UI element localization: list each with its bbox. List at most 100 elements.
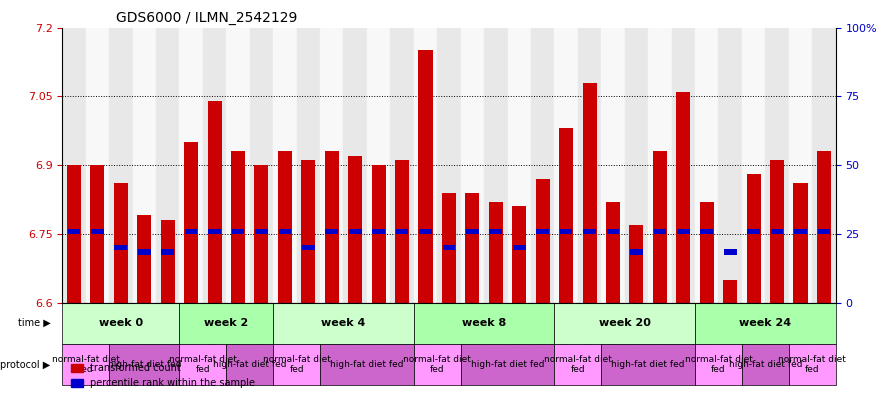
Bar [629,225,644,303]
Bar [161,220,175,303]
Text: high-fat diet fed: high-fat diet fed [108,360,181,369]
Bar [162,250,174,255]
FancyBboxPatch shape [62,303,180,344]
Bar [273,28,297,303]
FancyBboxPatch shape [413,303,555,344]
Bar [770,160,784,303]
Bar [208,229,220,234]
Bar [653,151,667,303]
Bar [513,245,525,250]
Text: normal-fat diet
fed: normal-fat diet fed [404,355,471,374]
Bar [724,250,736,255]
Bar [255,229,268,234]
Bar [185,229,197,234]
Bar [559,129,573,303]
Bar [442,193,456,303]
Bar [396,229,408,234]
FancyBboxPatch shape [62,344,109,385]
Bar [180,28,203,303]
Bar [700,202,714,303]
Text: high-fat diet fed: high-fat diet fed [330,360,404,369]
FancyBboxPatch shape [695,344,742,385]
Bar [578,28,601,303]
Bar [420,229,432,234]
Bar [302,245,315,250]
Text: high-fat diet fed: high-fat diet fed [213,360,286,369]
FancyBboxPatch shape [555,303,695,344]
Bar [606,202,620,303]
Bar [419,50,433,303]
Text: normal-fat diet
fed: normal-fat diet fed [778,355,846,374]
FancyBboxPatch shape [555,344,601,385]
Bar [437,28,461,303]
Bar [648,28,671,303]
Bar [348,229,362,234]
Text: high-fat diet fed: high-fat diet fed [729,360,802,369]
Bar [372,229,385,234]
Bar [372,165,386,303]
Text: normal-fat diet
fed: normal-fat diet fed [169,355,236,374]
FancyBboxPatch shape [789,344,836,385]
Bar [324,151,339,303]
FancyBboxPatch shape [273,344,320,385]
Bar [278,151,292,303]
Bar [114,184,128,303]
Bar [677,92,691,303]
FancyBboxPatch shape [601,344,695,385]
Bar [461,28,485,303]
Bar [85,28,109,303]
Bar [555,28,578,303]
Bar [395,160,409,303]
Bar [443,245,455,250]
Text: high-fat diet fed: high-fat diet fed [471,360,544,369]
Bar [232,229,244,234]
Text: high-fat diet fed: high-fat diet fed [612,360,685,369]
Bar [254,165,268,303]
Bar [301,160,316,303]
Bar [278,229,292,234]
Bar [138,250,150,255]
Bar [794,229,807,234]
Bar [343,28,367,303]
Bar [817,151,831,303]
Bar [68,229,80,234]
Text: week 20: week 20 [599,318,651,328]
Text: normal-fat diet
fed: normal-fat diet fed [262,355,331,374]
Bar [695,28,718,303]
Bar [771,229,783,234]
Text: week 4: week 4 [321,318,365,328]
Bar [747,174,761,303]
FancyBboxPatch shape [742,344,789,385]
Bar [512,206,526,303]
Bar [748,229,760,234]
Bar [813,28,836,303]
Text: week 0: week 0 [99,318,143,328]
FancyBboxPatch shape [227,344,273,385]
Bar [489,202,503,303]
Bar [671,28,695,303]
Bar [207,101,221,303]
Bar [91,165,104,303]
Bar [536,179,549,303]
Bar [203,28,227,303]
Bar [465,193,479,303]
FancyBboxPatch shape [320,344,413,385]
Bar [227,28,250,303]
FancyBboxPatch shape [273,303,413,344]
Bar [794,184,807,303]
Bar [137,215,151,303]
Text: week 24: week 24 [740,318,791,328]
Bar [485,28,508,303]
Bar [606,229,620,234]
Bar [413,28,437,303]
Bar [677,229,690,234]
Bar [789,28,813,303]
Bar [231,151,245,303]
Bar [718,28,742,303]
Text: week 2: week 2 [204,318,248,328]
FancyBboxPatch shape [180,303,273,344]
Bar [390,28,413,303]
Bar [132,28,156,303]
Text: protocol ▶: protocol ▶ [0,360,51,369]
Bar [156,28,180,303]
